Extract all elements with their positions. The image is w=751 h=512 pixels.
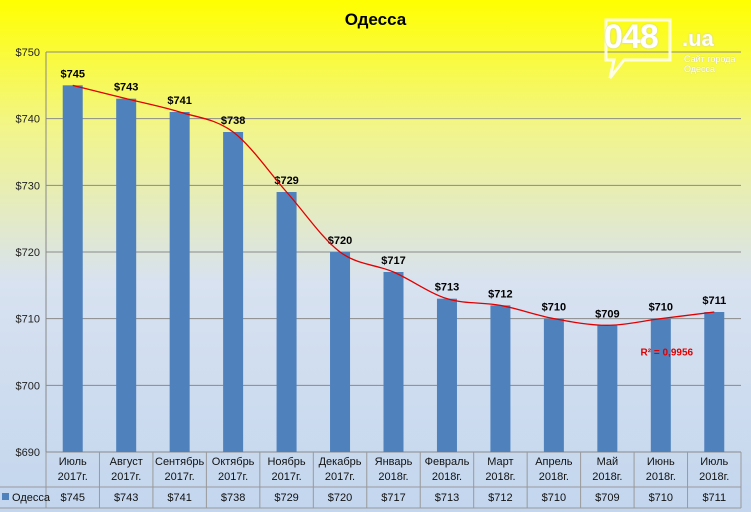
bar: [650, 318, 671, 452]
data-label: $720: [328, 235, 352, 247]
bar: [116, 98, 137, 453]
table-cell: $713: [435, 492, 459, 504]
y-tick-label: $730: [16, 180, 40, 192]
bar: [597, 325, 618, 452]
y-tick-label: $700: [16, 380, 40, 392]
bar: [169, 112, 190, 452]
bar: [330, 252, 351, 452]
logo-tagline-line-1: Сайт города: [684, 54, 736, 64]
data-label: $712: [488, 288, 512, 300]
table-cell: $710: [649, 492, 673, 504]
speech-bubble-icon: [604, 18, 672, 79]
r-squared-label: R² = 0,9956: [641, 347, 694, 358]
logo-suffix: .ua: [682, 26, 714, 51]
x-category-year: 2017г.: [325, 471, 355, 483]
x-category-year: 2017г.: [165, 471, 195, 483]
x-category-year: 2018г.: [646, 471, 676, 483]
x-category-year: 2018г.: [378, 471, 408, 483]
data-label: $717: [381, 255, 405, 267]
x-category-year: 2017г.: [111, 471, 141, 483]
table-cell: $738: [221, 492, 245, 504]
data-label: $711: [702, 295, 726, 307]
bar: [383, 272, 404, 452]
data-label: $709: [595, 308, 619, 320]
table-cell: $709: [595, 492, 619, 504]
x-category-label: Апрель: [535, 456, 573, 468]
table-cell: $712: [488, 492, 512, 504]
x-category-year: 2017г.: [58, 471, 88, 483]
x-category-year: 2017г.: [271, 471, 301, 483]
data-label: $713: [435, 282, 459, 294]
table-cell: $743: [114, 492, 138, 504]
legend-swatch: [2, 493, 9, 500]
logo-tagline-line-2: Одесса: [684, 64, 716, 74]
bar: [436, 298, 457, 452]
table-cell: $720: [328, 492, 352, 504]
bar: [223, 132, 244, 452]
table-cell: $711: [702, 492, 726, 504]
bar: [704, 312, 725, 452]
bar: [490, 305, 511, 452]
x-category-label: Декабрь: [319, 456, 362, 468]
x-category-label: Май: [597, 456, 619, 468]
y-tick-label: $740: [16, 114, 40, 126]
x-category-year: 2018г.: [432, 471, 462, 483]
logo-text: 048: [604, 18, 659, 56]
table-cell: $741: [167, 492, 191, 504]
x-category-label: Ноябрь: [267, 456, 305, 468]
data-label: $743: [114, 82, 138, 94]
data-label: $710: [649, 302, 673, 314]
x-category-year: 2018г.: [485, 471, 515, 483]
x-category-label: Июль: [59, 456, 87, 468]
trendline: [72, 84, 715, 326]
x-category-label: Февраль: [425, 456, 470, 468]
x-category-label: Июнь: [647, 456, 675, 468]
x-category-year: 2018г.: [539, 471, 569, 483]
site-logo: 048 .ua Сайт города Одесса: [598, 14, 748, 84]
data-label: $745: [60, 68, 84, 80]
logo-tagline: Сайт города Одесса: [684, 54, 735, 74]
x-category-year: 2017г.: [218, 471, 248, 483]
x-category-label: Октябрь: [212, 456, 255, 468]
y-tick-label: $690: [16, 447, 40, 459]
bar: [62, 85, 83, 452]
table-cell: $710: [542, 492, 566, 504]
data-label: $710: [542, 302, 566, 314]
data-label: $738: [221, 115, 245, 127]
x-category-label: Март: [487, 456, 513, 468]
y-tick-label: $710: [16, 314, 40, 326]
bar: [543, 318, 564, 452]
bar: [276, 192, 297, 452]
x-category-year: 2018г.: [592, 471, 622, 483]
y-tick-label: $720: [16, 247, 40, 259]
y-tick-label: $750: [16, 47, 40, 59]
legend-label: Одесса: [12, 492, 51, 504]
table-cell: $717: [381, 492, 405, 504]
x-category-label: Июль: [700, 456, 728, 468]
data-label: $741: [167, 95, 191, 107]
table-cell: $745: [60, 492, 84, 504]
table-cell: $729: [274, 492, 298, 504]
x-category-label: Январь: [375, 456, 413, 468]
x-category-label: Сентябрь: [155, 456, 205, 468]
x-category-label: Август: [110, 456, 143, 468]
chart-title: Одесса: [344, 10, 407, 29]
x-category-year: 2018г.: [699, 471, 729, 483]
